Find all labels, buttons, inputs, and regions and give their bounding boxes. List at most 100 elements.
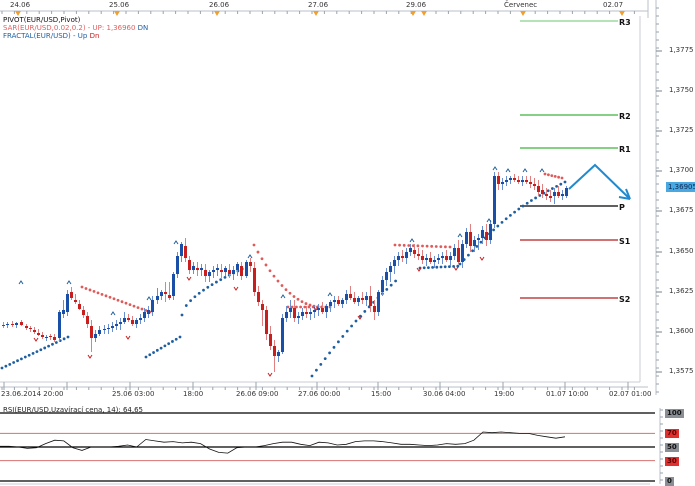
candlestick xyxy=(111,322,114,332)
candlestick xyxy=(525,176,528,184)
sar-dot xyxy=(35,350,39,353)
candlestick xyxy=(465,228,468,248)
rsi-plot[interactable] xyxy=(0,400,695,486)
sar-dot xyxy=(23,355,27,359)
candlestick xyxy=(473,236,476,252)
candlestick xyxy=(489,220,492,244)
candlestick xyxy=(365,292,368,306)
bottom-axis-label: 01.07 10:00 xyxy=(546,390,589,398)
sar-dot xyxy=(496,224,500,228)
price-axis-label: 1,3675 xyxy=(669,206,694,214)
sar-dot xyxy=(171,340,174,343)
candlestick xyxy=(357,296,360,306)
candlestick xyxy=(135,318,138,328)
candlestick xyxy=(529,176,532,188)
candlestick xyxy=(236,262,239,276)
sar-dot xyxy=(178,335,182,339)
candlestick xyxy=(533,178,536,190)
sar-dot xyxy=(500,220,504,224)
sar-dot xyxy=(268,269,272,273)
fractal-down-icon xyxy=(416,267,422,272)
candlestick xyxy=(333,296,336,308)
candlestick xyxy=(457,240,460,264)
sar-dot xyxy=(12,361,16,364)
candlestick xyxy=(66,290,69,316)
candlestick xyxy=(86,312,89,328)
candlestick xyxy=(517,176,520,184)
price-axis[interactable] xyxy=(648,0,695,400)
sar-dot xyxy=(439,245,443,249)
sar-dot xyxy=(202,288,205,292)
candlestick xyxy=(94,330,97,342)
sar-dot xyxy=(547,173,550,177)
candlestick xyxy=(501,178,504,190)
candlestick xyxy=(301,308,304,320)
sar-dot xyxy=(112,297,116,301)
candlestick xyxy=(216,264,219,276)
candlestick xyxy=(349,286,352,300)
forecast-arrow[interactable] xyxy=(568,163,631,200)
sar-dot xyxy=(439,265,443,269)
sar-dot xyxy=(159,346,163,350)
candlestick xyxy=(115,320,118,330)
price-chart[interactable]: 24.06 25.06 26.06 27.06 29.06 Červenec 02.07 P… xyxy=(0,0,695,400)
sar-dot xyxy=(20,357,23,361)
sar-dot xyxy=(296,297,300,301)
legend-fractal-up: Up xyxy=(77,32,88,40)
candlestick xyxy=(553,188,556,204)
candlestick xyxy=(90,320,93,352)
candlestick xyxy=(15,322,18,328)
candlestick xyxy=(413,244,416,258)
day-marker-icon xyxy=(520,11,526,16)
candlestick xyxy=(341,298,344,308)
candlestick xyxy=(45,335,48,341)
candlestick xyxy=(269,326,272,350)
legend-fractal-label: FRACTAL(EUR/USD) - xyxy=(3,32,78,40)
rsi-panel[interactable]: RSI(EUR/USD,Uzavírací cena, 14): 64,65 xyxy=(0,404,695,486)
sar-dot xyxy=(210,283,214,287)
price-axis-ticks xyxy=(655,0,662,395)
sar-dot xyxy=(385,287,389,291)
candlestick xyxy=(321,302,324,314)
sar-dot xyxy=(116,298,120,302)
sar-dot xyxy=(167,342,171,346)
fractal-down-icon xyxy=(125,335,131,340)
top-axis-label: Červenec xyxy=(504,1,538,9)
sar-dot xyxy=(350,324,353,328)
sar-dot xyxy=(560,176,564,180)
day-marker-icon xyxy=(410,11,416,16)
sar-dot xyxy=(62,337,66,341)
sar-dot xyxy=(563,180,567,184)
fractal-down-icon xyxy=(33,337,39,342)
sar-dot xyxy=(292,295,296,298)
sar-dot xyxy=(43,346,47,350)
price-axis-label: 1,3575 xyxy=(669,367,694,375)
sar-dot xyxy=(148,353,152,357)
candlestick xyxy=(445,250,448,262)
arrowhead-icon xyxy=(618,188,631,200)
sar-dot xyxy=(310,374,314,378)
candlestick xyxy=(98,326,101,336)
sar-dot xyxy=(444,245,447,249)
fractal-up-icon xyxy=(110,311,116,316)
sar-dot xyxy=(553,175,557,178)
candlestick xyxy=(545,188,548,200)
sar-dot xyxy=(425,244,429,248)
top-axis-label: 24.06 xyxy=(10,1,31,9)
sar-dot xyxy=(286,305,290,309)
price-plot-area[interactable] xyxy=(0,0,660,400)
candlestick xyxy=(469,224,472,252)
candlestick xyxy=(107,324,110,334)
candlestick xyxy=(33,327,36,334)
fractal-up-icon xyxy=(539,168,545,173)
candlestick xyxy=(309,308,312,320)
sar-dot xyxy=(219,278,223,282)
candlestick xyxy=(329,300,332,312)
sar-dot xyxy=(328,351,331,355)
bottom-axis-label: 26.06 09:00 xyxy=(236,390,279,398)
candlestick xyxy=(549,190,552,202)
candlestick xyxy=(293,300,296,322)
fractal-down-icon xyxy=(479,256,485,261)
rsi-title: RSI(EUR/USD,Uzavírací cena, 14): 64,65 xyxy=(3,406,144,414)
candlestick xyxy=(74,294,77,304)
